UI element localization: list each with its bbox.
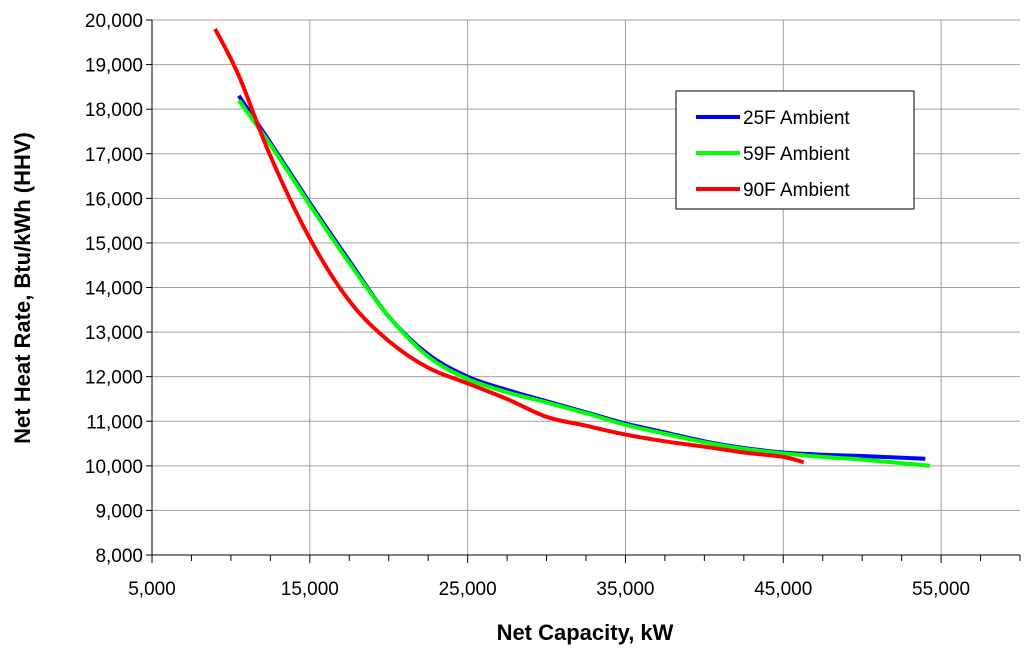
- axes: [146, 19, 1021, 563]
- y-tick-label: 20,000: [85, 11, 143, 32]
- y-tick-label: 15,000: [85, 234, 143, 255]
- x-tick-label: 25,000: [439, 579, 497, 600]
- x-tick-label: 15,000: [281, 579, 339, 600]
- series-line-59f: [237, 99, 931, 468]
- y-tick-label: 9,000: [95, 501, 143, 522]
- legend-label-25f: 25F Ambient: [743, 108, 850, 129]
- y-tick-label: 14,000: [85, 279, 143, 300]
- legend-label-59f: 59F Ambient: [743, 144, 850, 165]
- y-tick-label: 13,000: [85, 323, 143, 344]
- y-tick-label: 17,000: [85, 145, 143, 166]
- y-tick-label: 12,000: [85, 368, 143, 389]
- tick-labels: 8,000 9,000 10,000 11,000 12,000 13,000 14,000…: [85, 11, 970, 600]
- legend: 25F Ambient 59F Ambient 90F Ambient: [675, 90, 915, 210]
- y-tick-label: 19,000: [85, 56, 143, 77]
- x-axis-title: Net Capacity, kW: [497, 620, 674, 645]
- y-tick-label: 8,000: [95, 546, 143, 567]
- y-tick-label: 18,000: [85, 100, 143, 121]
- y-tick-label: 10,000: [85, 457, 143, 478]
- x-tick-label: 35,000: [596, 579, 654, 600]
- y-axis-title: Net Heat Rate, Btu/kWh (HHV): [10, 132, 35, 444]
- x-tick-label: 5,000: [128, 579, 176, 600]
- x-tick-label: 45,000: [754, 579, 812, 600]
- series-line-90f: [213, 27, 805, 465]
- x-tick-label: 55,000: [912, 579, 970, 600]
- y-tick-label: 16,000: [85, 189, 143, 210]
- legend-label-90f: 90F Ambient: [743, 180, 850, 201]
- y-tick-label: 11,000: [86, 412, 143, 433]
- series-lines: [213, 27, 931, 468]
